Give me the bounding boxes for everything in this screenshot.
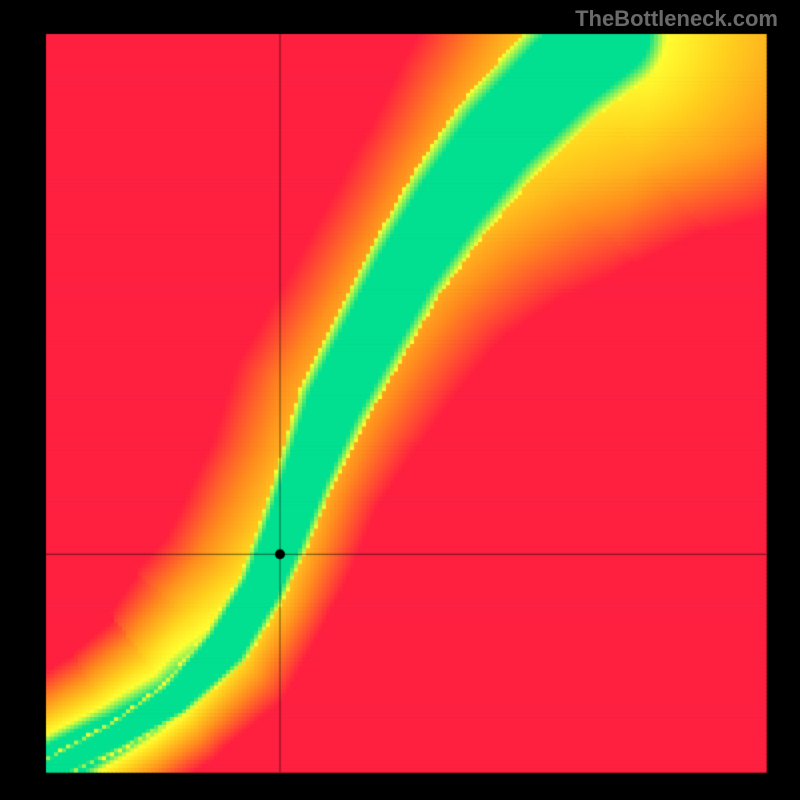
attribution-text: TheBottleneck.com bbox=[575, 6, 778, 32]
chart-container: TheBottleneck.com bbox=[0, 0, 800, 800]
heatmap-canvas bbox=[0, 0, 800, 800]
